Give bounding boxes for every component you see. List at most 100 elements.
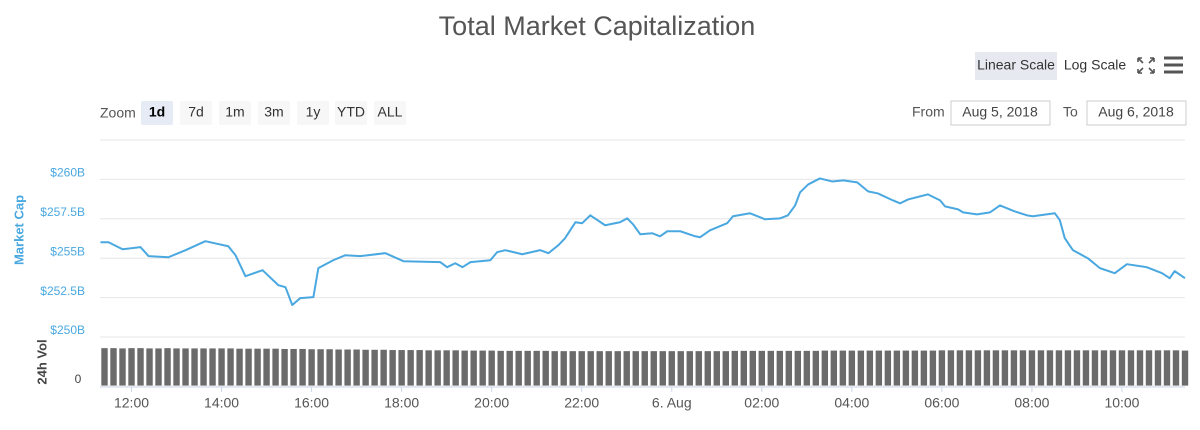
x-tick-label: 6. Aug — [652, 395, 692, 411]
volume-bar — [109, 347, 118, 387]
volume-bar — [730, 350, 739, 387]
scale-button[interactable]: Log Scale — [1064, 57, 1126, 73]
volume-bar — [568, 350, 577, 387]
volume-bar — [451, 349, 460, 387]
volume-bar — [667, 350, 676, 387]
volume-bar — [1099, 349, 1108, 387]
volume-bar — [1144, 349, 1153, 387]
volume-bar — [118, 347, 127, 387]
zoom-button-bg[interactable] — [141, 101, 173, 125]
volume-bar — [1009, 349, 1018, 387]
volume-bar — [433, 349, 442, 387]
volume-bar — [505, 350, 514, 387]
volume-bar — [613, 350, 622, 387]
menu-icon[interactable] — [1164, 56, 1183, 74]
volume-bar — [316, 348, 325, 387]
volume-bar — [541, 350, 550, 387]
volume-bar — [487, 349, 496, 387]
volume-bar — [1117, 349, 1126, 387]
volume-bar — [253, 347, 262, 387]
from-input[interactable] — [950, 100, 1051, 126]
zoom-button-bg[interactable] — [297, 101, 329, 125]
volume-bar — [1171, 349, 1180, 387]
from-value[interactable]: Aug 5, 2018 — [962, 104, 1038, 120]
volume-bar — [946, 349, 955, 387]
x-tick-label: 16:00 — [294, 395, 329, 411]
volume-bar — [910, 349, 919, 387]
zoom-button[interactable]: YTD — [337, 104, 365, 120]
volume-bar — [1162, 349, 1171, 387]
volume-bar — [1054, 349, 1063, 387]
volume-bar — [640, 350, 649, 387]
zoom-button-bg[interactable] — [180, 101, 212, 125]
volume-bar — [280, 348, 289, 387]
volume-bar — [397, 349, 406, 387]
volume-bar — [766, 350, 775, 387]
volume-bar — [883, 349, 892, 387]
x-tick-label: 20:00 — [474, 395, 509, 411]
volume-bar — [1000, 349, 1009, 387]
volume-bar — [1108, 349, 1117, 387]
volume-bar — [586, 350, 595, 387]
volume-bar — [1072, 349, 1081, 387]
volume-bar — [262, 347, 271, 387]
volume-bar — [712, 350, 721, 387]
volume-bar — [379, 348, 388, 387]
volume-bar — [802, 350, 811, 387]
x-tick-label: 18:00 — [384, 395, 419, 411]
market-cap-line — [100, 177, 1186, 307]
scale-button[interactable]: Linear Scale — [977, 57, 1055, 73]
volume-bar — [523, 350, 532, 387]
volume-bar — [334, 348, 343, 387]
volume-bar — [991, 349, 1000, 387]
volume-bar — [100, 347, 109, 387]
volume-bar — [244, 347, 253, 387]
volume-bar — [469, 349, 478, 387]
volume-tick-label: 0 — [75, 372, 82, 386]
volume-bar — [622, 350, 631, 387]
volume-bar — [721, 350, 730, 387]
volume-bar — [901, 349, 910, 387]
volume-bar — [442, 349, 451, 387]
x-tick-label: 06:00 — [924, 395, 959, 411]
volume-bar — [370, 348, 379, 387]
volume-bar — [289, 348, 298, 387]
fullscreen-icon[interactable] — [1137, 57, 1155, 74]
volume-bar — [154, 347, 163, 387]
zoom-button[interactable]: 1y — [306, 104, 321, 120]
volume-bar — [793, 350, 802, 387]
to-label: To — [1063, 104, 1078, 120]
zoom-button[interactable]: ALL — [378, 104, 403, 120]
volume-bar — [532, 350, 541, 387]
volume-bar — [784, 350, 793, 387]
volume-bar — [748, 350, 757, 387]
zoom-button-bg[interactable] — [219, 101, 251, 125]
volume-bar — [604, 350, 613, 387]
x-tick-label: 02:00 — [744, 395, 779, 411]
volume-bar — [298, 348, 307, 387]
volume-bar — [1090, 349, 1099, 387]
volume-bar — [127, 347, 136, 387]
y-tick-label: $257.5B — [40, 205, 85, 219]
volume-bar — [676, 350, 685, 387]
zoom-button[interactable]: 1m — [225, 104, 244, 120]
volume-bar — [811, 350, 820, 387]
volume-bar — [982, 349, 991, 387]
x-tick-label: 04:00 — [834, 395, 869, 411]
to-value[interactable]: Aug 6, 2018 — [1098, 104, 1174, 120]
zoom-button[interactable]: 1d — [149, 104, 165, 120]
zoom-button[interactable]: 7d — [188, 104, 204, 120]
zoom-button-bg[interactable] — [258, 101, 290, 125]
scale-button-bg[interactable] — [975, 52, 1057, 80]
zoom-button-bg[interactable] — [374, 101, 406, 125]
to-input[interactable] — [1086, 100, 1187, 126]
volume-bar — [514, 350, 523, 387]
x-tick-label: 12:00 — [114, 395, 149, 411]
zoom-button-bg[interactable] — [335, 101, 367, 125]
volume-bar — [235, 347, 244, 387]
zoom-button[interactable]: 3m — [264, 104, 283, 120]
volume-bar — [919, 349, 928, 387]
chart-title: Total Market Capitalization — [439, 11, 756, 41]
volume-bar — [1036, 349, 1045, 387]
x-tick-label: 10:00 — [1104, 395, 1139, 411]
